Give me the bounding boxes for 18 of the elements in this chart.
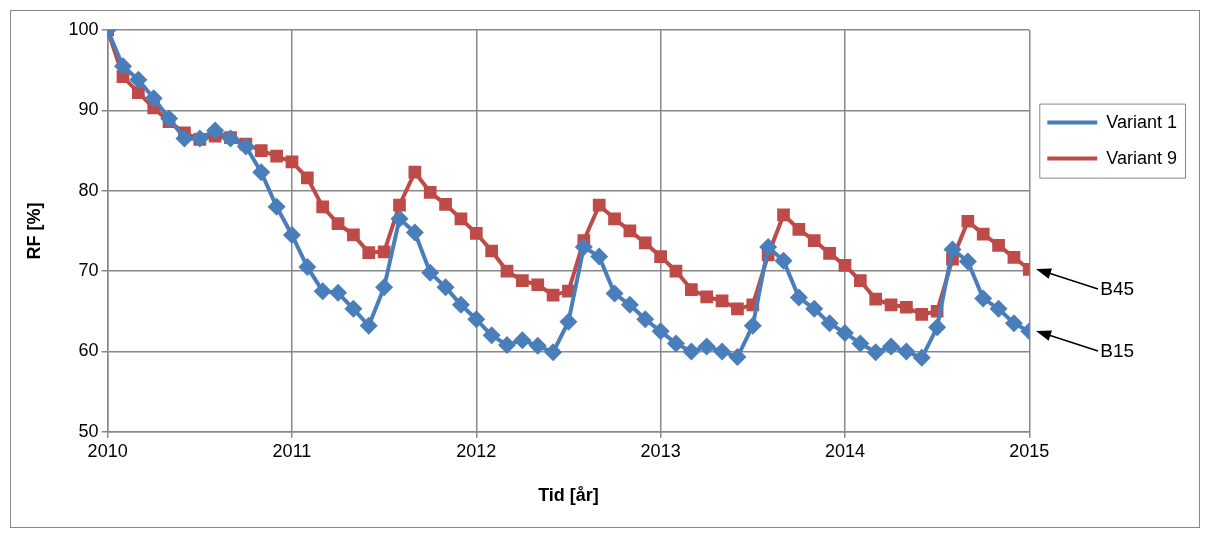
x-tick-label: 2012 (456, 440, 497, 461)
y-tick-label: 50 (78, 420, 99, 441)
x-tick-label: 2011 (272, 440, 312, 461)
y-axis-title: RF [%] (23, 202, 44, 260)
y-tick-label: 90 (78, 99, 99, 120)
y-tick-label: 60 (78, 340, 99, 361)
legend-label: Variant 9 (1106, 147, 1178, 168)
legend-label: Variant 1 (1106, 111, 1178, 132)
x-tick-label: 2010 (87, 440, 128, 461)
y-tick-label: 70 (78, 260, 99, 281)
x-tick-label: 2014 (824, 440, 865, 461)
x-axis-title: Tid [år] (538, 485, 599, 506)
text: B15 (1100, 340, 1135, 363)
x-tick-label: 2013 (640, 440, 681, 461)
y-tick-label: 100 (68, 18, 99, 39)
x-tick-label: 2015 (1009, 440, 1050, 461)
text: B45 (1100, 278, 1135, 301)
y-tick-label: 80 (78, 179, 99, 200)
